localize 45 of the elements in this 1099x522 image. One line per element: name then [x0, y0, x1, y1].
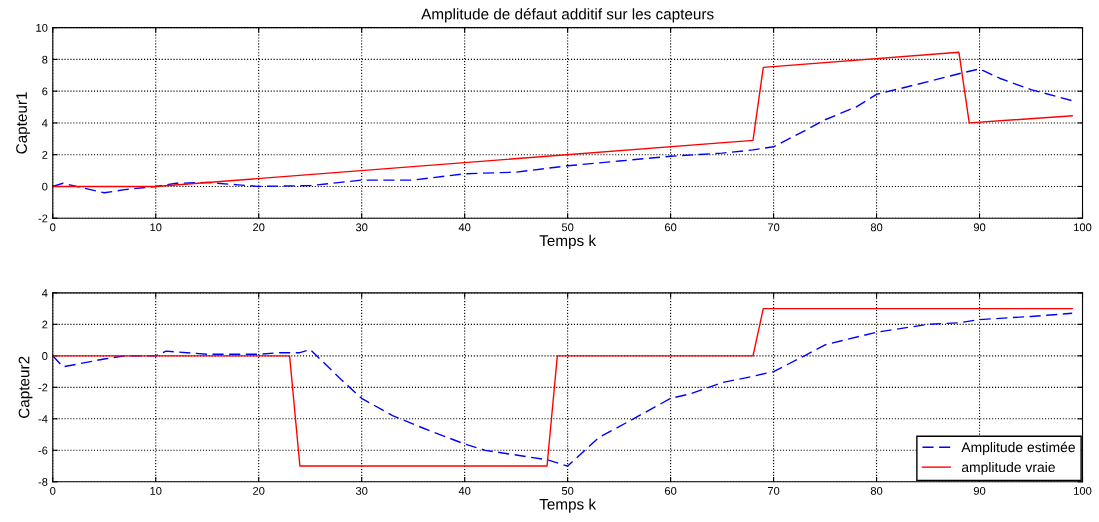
y-tick-label: 2: [42, 150, 48, 159]
x-tick-label: 30: [355, 223, 368, 232]
y-tick-label: -4: [38, 415, 48, 423]
y-tick-label: 4: [41, 289, 48, 297]
x-tick-label: 30: [355, 486, 368, 495]
x-tick-label: 90: [973, 486, 986, 495]
legend-label: amplitude vraie: [961, 461, 1055, 475]
x-tick-label: 10: [150, 223, 162, 232]
legend-label: Amplitude estimée: [961, 441, 1075, 455]
x-tick-label: 0: [50, 486, 56, 495]
x-tick-label: 20: [253, 486, 265, 495]
x-tick-label: 100: [1074, 223, 1092, 232]
y-tick-label: -6: [38, 446, 48, 455]
x-tick-label: 60: [665, 223, 677, 232]
y-tick-label: -2: [38, 383, 48, 392]
x-axis-title: Temps k: [539, 234, 597, 250]
x-tick-label: 80: [870, 486, 883, 495]
x-tick-label: 90: [973, 223, 986, 232]
x-tick-label: 10: [150, 486, 162, 495]
y-axis-title: Capteur1: [16, 92, 30, 154]
line-series: [52, 51, 1073, 188]
x-axis-title: Temps k: [539, 498, 597, 513]
x-tick-label: 20: [253, 223, 265, 232]
y-tick-label: 2: [42, 320, 48, 329]
x-tick-label: 50: [561, 486, 574, 495]
x-tick-label: 100: [1074, 486, 1092, 495]
y-tick-label: 10: [36, 23, 48, 32]
y-tick-label: 0: [42, 182, 48, 191]
x-tick-label: 40: [458, 223, 471, 232]
y-axis-title: Capteur2: [18, 356, 33, 418]
x-tick-label: 60: [665, 486, 677, 495]
x-tick-label: 70: [767, 223, 780, 232]
y-tick-label: 4: [41, 119, 48, 127]
x-tick-label: 0: [50, 223, 56, 232]
y-tick-label: -2: [38, 214, 48, 223]
x-tick-label: 40: [458, 486, 471, 495]
y-tick-label: 6: [42, 87, 48, 96]
x-tick-label: 50: [561, 223, 574, 232]
x-tick-label: 70: [767, 486, 780, 495]
x-tick-label: 80: [870, 223, 883, 232]
chart-title: Amplitude de défaut additif sur les capteurs: [421, 8, 714, 23]
line-series: [52, 68, 1073, 194]
y-tick-label: 0: [42, 352, 48, 360]
y-tick-label: 8: [42, 55, 48, 64]
y-tick-label: -8: [38, 478, 48, 486]
